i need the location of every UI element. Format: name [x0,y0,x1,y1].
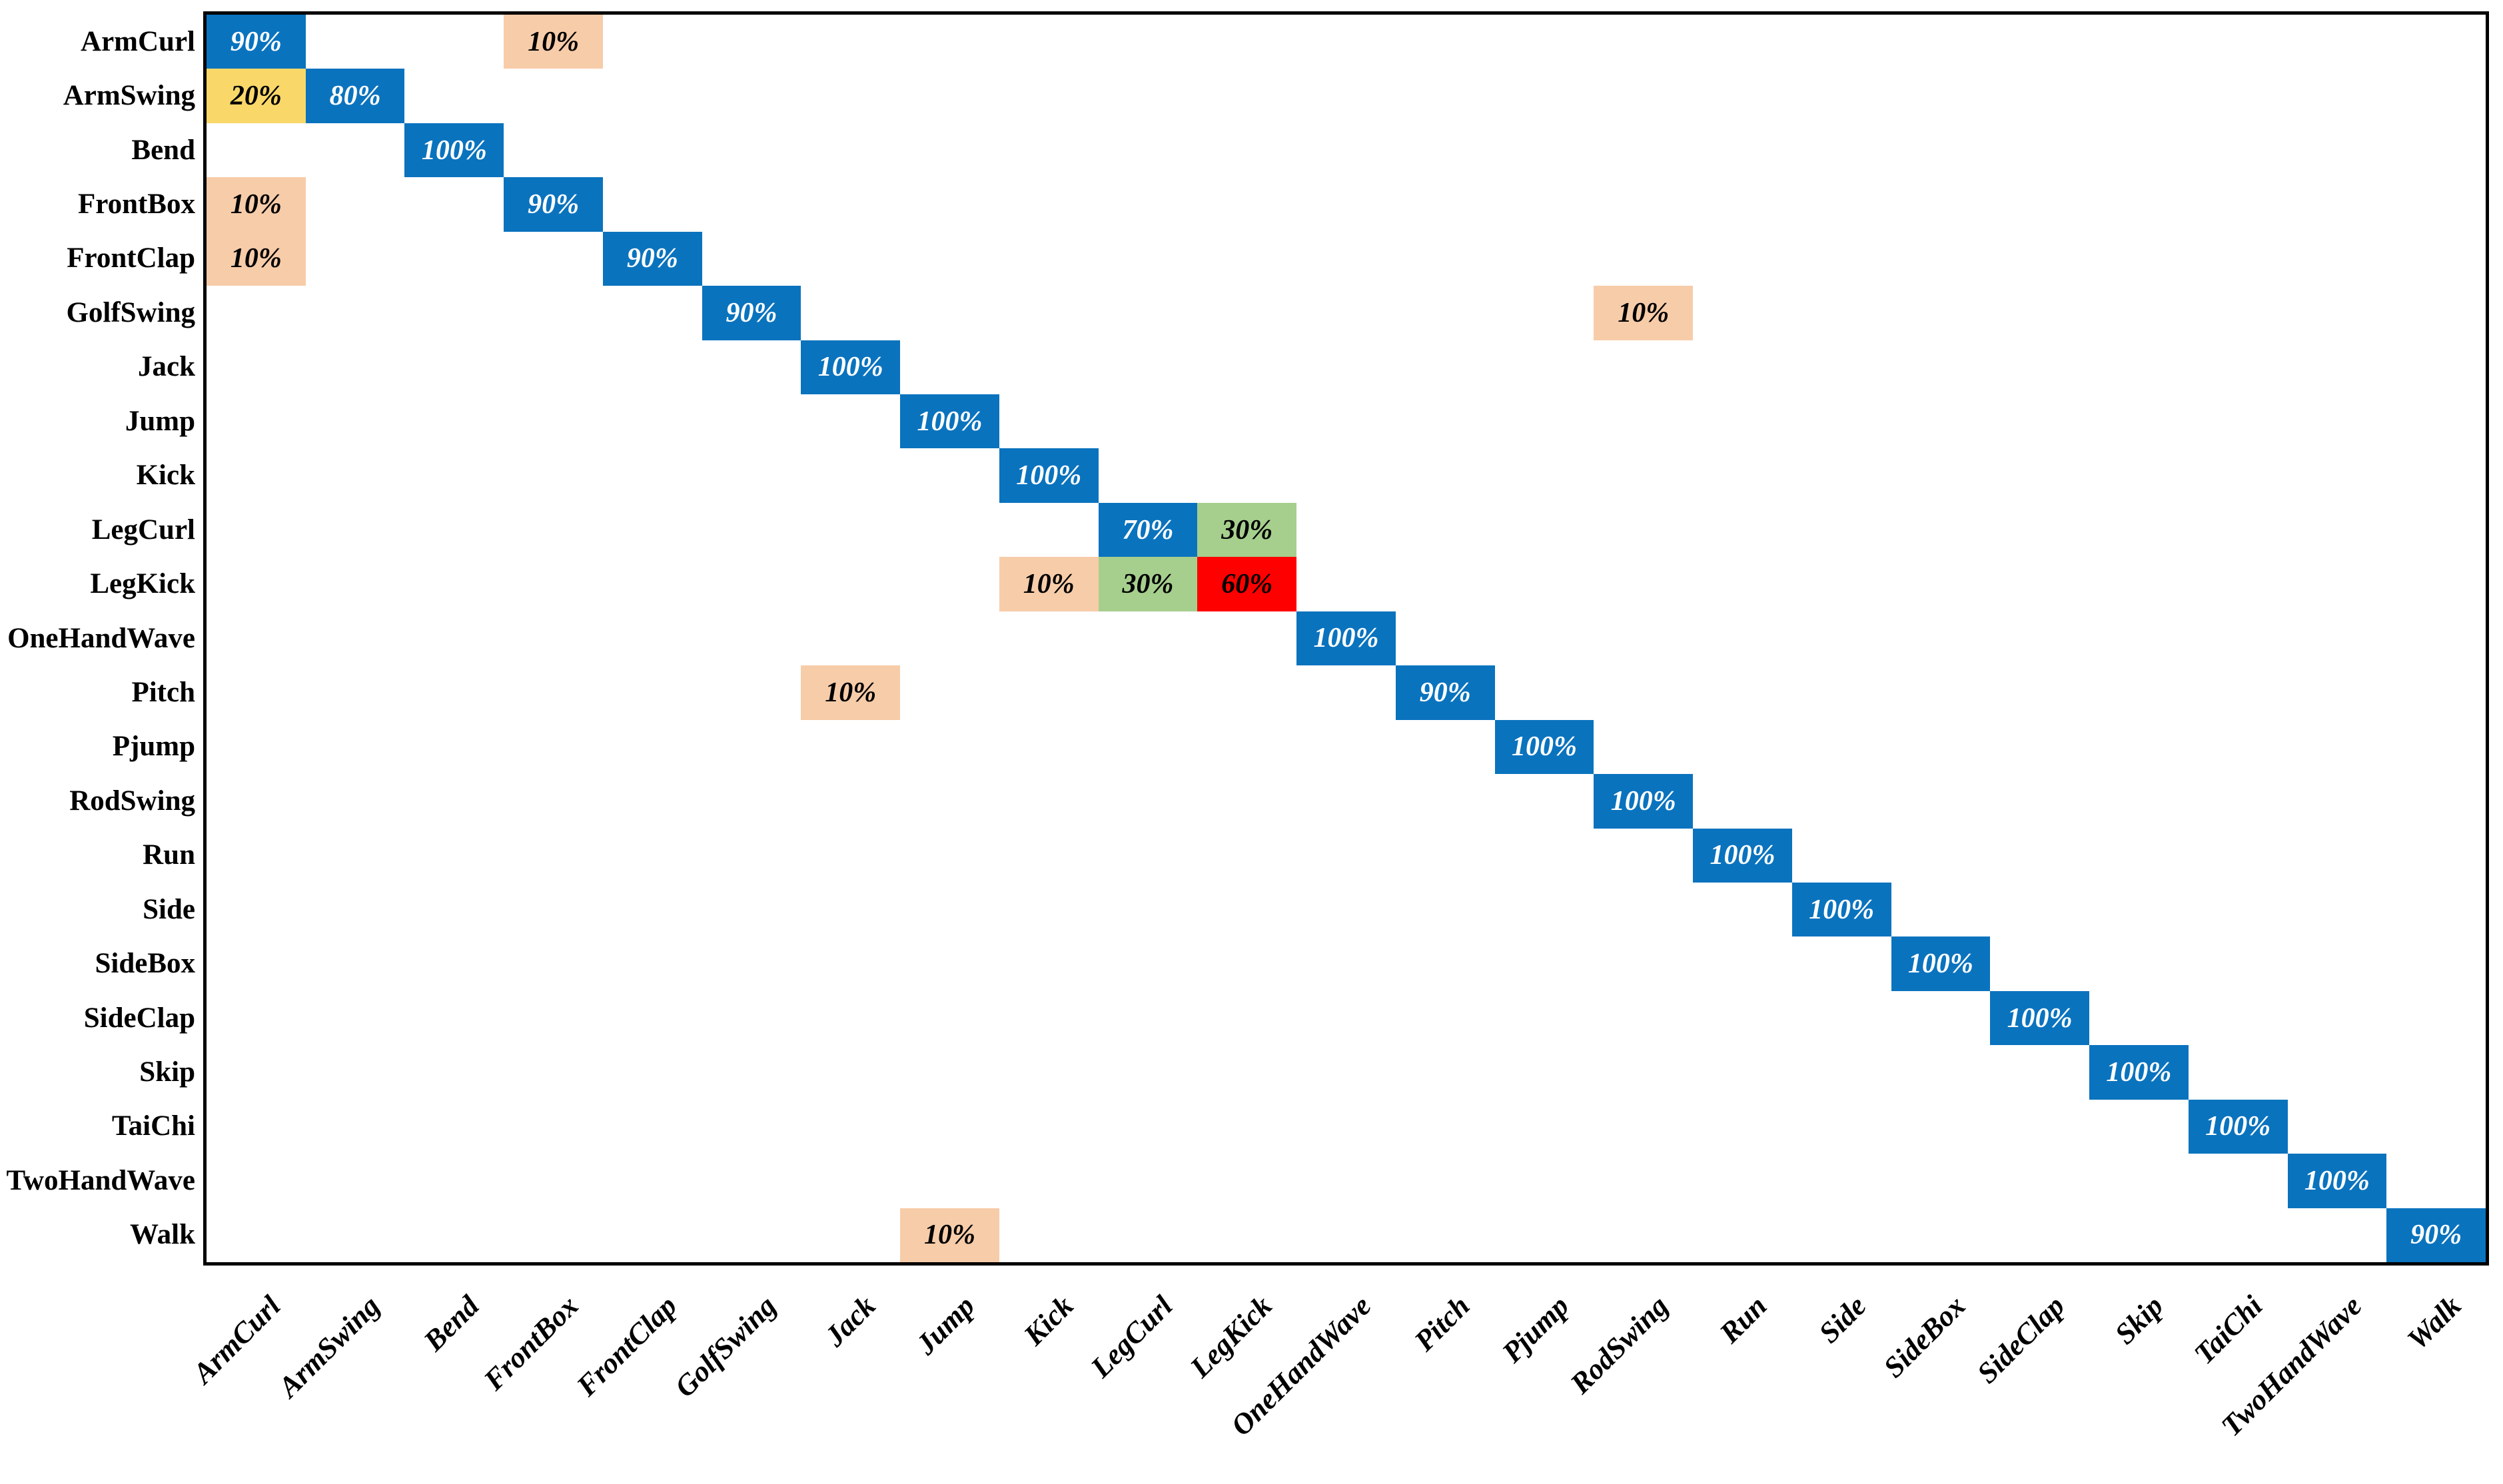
matrix-cell-OneHandWave-OneHandWave: 100% [1296,611,1396,666]
row-label-Jump: Jump [125,405,195,437]
matrix-cell-FrontBox-ArmCurl: 10% [207,177,306,232]
col-label-Skip: Skip [2109,1289,2170,1351]
row-label-LegKick: LegKick [90,568,195,600]
matrix-cell-Bend-Bend: 100% [404,123,504,178]
matrix-cell-LegCurl-LegCurl: 70% [1098,502,1198,557]
matrix-cell-LegKick-Kick: 10% [999,557,1099,611]
col-label-Jack: Jack [818,1289,882,1353]
matrix-cell-Walk-Jump: 10% [900,1208,999,1262]
col-label-SideClap: SideClap [1970,1289,2071,1390]
matrix-cell-LegCurl-LegKick: 30% [1197,502,1297,557]
col-label-ArmSwing: ArmSwing [272,1289,386,1404]
matrix-cell-Jump-Jump: 100% [900,394,999,449]
row-label-SideBox: SideBox [95,948,195,980]
matrix-cell-LegKick-LegCurl: 30% [1098,557,1198,611]
col-label-FrontClap: FrontClap [570,1289,684,1403]
matrix-cell-ArmSwing-ArmSwing: 80% [305,69,405,123]
matrix-cell-GolfSwing-GolfSwing: 90% [702,286,801,340]
col-label-TaiChi: TaiChi [2187,1289,2269,1371]
row-label-TaiChi: TaiChi [111,1110,195,1142]
row-label-RodSwing: RodSwing [69,785,195,817]
row-label-GolfSwing: GolfSwing [66,296,195,328]
row-label-Jack: Jack [138,351,195,383]
matrix-cell-ArmCurl-ArmCurl: 90% [207,15,306,69]
matrix-cell-TwoHandWave-TwoHandWave: 100% [2287,1154,2387,1208]
col-label-Run: Run [1713,1289,1773,1349]
matrix-cell-Walk-Walk: 90% [2386,1208,2486,1262]
row-label-FrontClap: FrontClap [67,242,195,274]
matrix-cell-Pitch-Pitch: 90% [1395,665,1495,720]
col-label-Kick: Kick [1017,1289,1080,1352]
row-label-ArmSwing: ArmSwing [63,80,195,112]
matrix-cell-Skip-Skip: 100% [2089,1045,2189,1100]
matrix-cell-RodSwing-RodSwing: 100% [1594,774,1694,829]
col-label-SideBox: SideBox [1877,1289,1972,1384]
matrix-cell-ArmCurl-FrontBox: 10% [504,15,603,69]
row-label-OneHandWave: OneHandWave [7,622,195,654]
col-label-Pitch: Pitch [1408,1289,1476,1357]
matrix-cell-LegKick-LegKick: 60% [1197,557,1297,611]
row-label-LegCurl: LegCurl [91,514,195,546]
matrix-cell-Pitch-Jack: 10% [801,665,901,720]
col-label-Jump: Jump [909,1289,981,1361]
col-label-Walk: Walk [2400,1289,2468,1356]
col-label-Side: Side [1812,1289,1873,1349]
row-label-Walk: Walk [130,1219,195,1251]
row-label-Side: Side [143,893,195,925]
row-label-Kick: Kick [136,460,195,492]
matrix-cell-TaiChi-TaiChi: 100% [2188,1099,2288,1154]
col-label-LegKick: LegKick [1183,1289,1278,1384]
col-label-RodSwing: RodSwing [1564,1289,1675,1400]
matrix-cell-GolfSwing-RodSwing: 10% [1594,286,1694,340]
matrix-cell-SideClap-SideClap: 100% [1990,990,2090,1046]
row-label-TwoHandWave: TwoHandWave [6,1164,195,1196]
matrix-cell-SideBox-SideBox: 100% [1891,936,1991,991]
col-label-ArmCurl: ArmCurl [187,1289,287,1390]
col-label-Pjump: Pjump [1496,1289,1576,1369]
row-label-Pitch: Pitch [131,676,195,708]
row-label-Skip: Skip [139,1056,195,1088]
row-label-Run: Run [143,839,195,871]
col-label-FrontBox: FrontBox [477,1289,585,1397]
matrix-cell-Run-Run: 100% [1693,828,1792,883]
col-label-Bend: Bend [417,1289,486,1357]
matrix-plot-area: 90% 10% 20% 80% 100% 10% 90% 10% 90% 90% 10% 100% 10… [203,11,2489,1266]
row-label-ArmCurl: ArmCurl [81,25,195,57]
matrix-cell-Jack-Jack: 100% [801,340,901,395]
col-label-GolfSwing: GolfSwing [668,1289,783,1404]
row-label-Bend: Bend [131,134,195,166]
matrix-cell-Side-Side: 100% [1791,882,1891,937]
matrix-cell-FrontClap-ArmCurl: 10% [207,231,306,286]
matrix-cell-Pjump-Pjump: 100% [1494,719,1594,775]
matrix-cell-FrontClap-FrontClap: 90% [602,231,702,286]
row-label-Pjump: Pjump [112,731,195,763]
matrix-cell-Kick-Kick: 100% [999,448,1099,503]
matrix-cell-FrontBox-FrontBox: 90% [504,177,603,232]
matrix-cell-ArmSwing-ArmCurl: 20% [207,69,306,123]
col-label-LegCurl: LegCurl [1084,1289,1179,1384]
row-label-SideClap: SideClap [83,1002,195,1034]
row-label-FrontBox: FrontBox [78,188,195,220]
